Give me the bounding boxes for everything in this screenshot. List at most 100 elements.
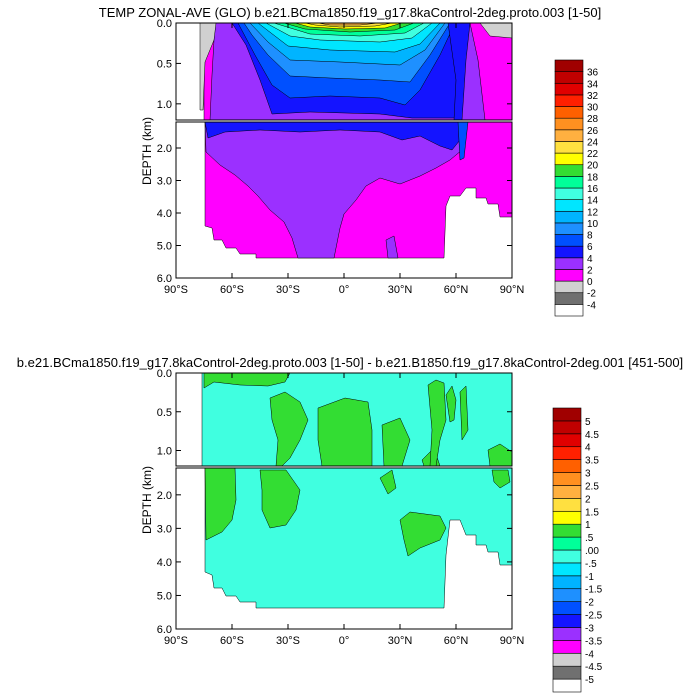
- colorbar-swatch: [552, 407, 582, 422]
- colorbar-label: 4: [587, 254, 593, 265]
- colorbar-swatch: [554, 187, 584, 200]
- colorbar-swatch: [552, 536, 582, 551]
- colorbar-label: -2: [585, 598, 594, 609]
- colorbar-label: 1.5: [585, 507, 599, 518]
- contour-region-0.5-1: [204, 468, 237, 541]
- colorbar-label: 8: [587, 231, 593, 242]
- colorbar-swatch: [554, 210, 584, 224]
- colorbar-swatch: [552, 549, 582, 564]
- colorbar-label: 32: [587, 91, 599, 102]
- colorbar-label: -3.5: [585, 636, 603, 647]
- contour-region-0.5-1: [379, 469, 397, 495]
- y-tick-label: 6.0: [157, 273, 172, 285]
- colorbar-label: -1: [585, 572, 594, 583]
- colorbar-swatch: [552, 472, 582, 486]
- colorbar-label: 16: [587, 184, 599, 195]
- x-tick-label: 90°N: [500, 635, 525, 647]
- x-tick-label: 30°N: [388, 284, 413, 296]
- deep-water-channel: [447, 23, 471, 120]
- colorbar-swatch: [554, 164, 584, 177]
- colorbar-label: -2.5: [585, 611, 603, 622]
- colorbar-swatch: [554, 280, 584, 294]
- chart-temperature-difference: b.e21.BCma1850.f19_g17.8kaControl-2deg.p…: [17, 355, 683, 693]
- colorbar-swatch: [554, 59, 584, 72]
- y-tick-label: 0.0: [157, 18, 172, 30]
- colorbar-swatch: [552, 575, 582, 590]
- colorbar-swatch: [554, 222, 584, 235]
- colorbar-swatch: [552, 678, 582, 693]
- contour-region-4-6: [457, 122, 469, 161]
- colorbar-label: -.5: [585, 559, 597, 570]
- y-tick-label: 4.0: [157, 557, 172, 569]
- chart-temperature: TEMP ZONAL-AVE (GLO) b.e21.BCma1850.f19_…: [99, 5, 601, 317]
- colorbar-swatch: [554, 304, 584, 317]
- contour-region-0.5-1: [203, 373, 291, 389]
- x-tick-label: 90°S: [164, 635, 188, 647]
- colorbar-label: -2: [587, 289, 596, 300]
- colorbar-label: 34: [587, 79, 599, 90]
- colorbar-label: 3.5: [585, 456, 599, 467]
- colorbar-swatch: [554, 71, 584, 84]
- colorbar-swatch: [552, 640, 582, 654]
- y-axis-label: DEPTH (km): [140, 466, 154, 534]
- colorbar-swatch: [554, 292, 584, 305]
- colorbar-label: 5: [585, 417, 591, 428]
- y-tick-label: 3.0: [157, 523, 172, 535]
- colorbar-swatch: [552, 446, 582, 460]
- colorbar-swatch: [554, 129, 584, 142]
- y-tick-label: 1.0: [157, 446, 172, 458]
- colorbar-label: .5: [585, 533, 594, 544]
- chart-title: b.e21.BCma1850.f19_g17.8kaControl-2deg.p…: [17, 355, 683, 370]
- colorbar-label: 24: [587, 137, 599, 148]
- contour-region-0.5-1: [381, 417, 411, 466]
- colorbar-swatch: [554, 269, 584, 282]
- colorbar-swatch: [554, 106, 584, 119]
- colorbar-label: 26: [587, 126, 599, 137]
- colorbar-label: 28: [587, 114, 599, 125]
- colorbar-label: 14: [587, 196, 599, 207]
- x-tick-label: 30°S: [276, 284, 300, 296]
- y-tick-label: 4.0: [157, 208, 172, 220]
- colorbar-label: -4: [585, 649, 594, 660]
- colorbar-swatch: [552, 652, 582, 667]
- contour-region-2-4: [385, 235, 399, 259]
- colorbar-label: 18: [587, 172, 599, 183]
- colorbar-swatch: [552, 498, 582, 512]
- colorbar-label: 4: [585, 443, 591, 454]
- upper-panel-fill: [176, 373, 512, 466]
- colorbar-swatch: [552, 665, 582, 680]
- colorbar-label: -5: [585, 675, 594, 686]
- y-tick-label: 5.0: [157, 241, 172, 253]
- contour-region-0-2: [479, 23, 512, 39]
- contour-region-4-6: [204, 122, 465, 151]
- colorbar-label: 3: [585, 469, 591, 480]
- x-tick-label: 30°S: [276, 635, 300, 647]
- x-tick-label: 60°S: [220, 635, 244, 647]
- contour-region-0.5-1: [487, 443, 512, 466]
- contour-region-0.5-1: [269, 391, 309, 466]
- x-tick-label: 90°S: [164, 284, 188, 296]
- contour-region-0-2: [199, 23, 223, 111]
- upper-panel-fill: [176, 23, 512, 120]
- contour-region-0.5-1: [317, 397, 373, 466]
- y-tick-label: 0.0: [157, 368, 172, 380]
- x-tick-label: 60°S: [220, 284, 244, 296]
- y-tick-label: 2.0: [157, 490, 172, 502]
- chart-title: TEMP ZONAL-AVE (GLO) b.e21.BCma1850.f19_…: [99, 5, 601, 20]
- colorbar-label: 2.5: [585, 481, 599, 492]
- colorbar-label: 12: [587, 207, 599, 218]
- colorbar-swatch: [554, 82, 584, 96]
- colorbar-label: -4.5: [585, 662, 603, 673]
- colorbar-swatch: [552, 523, 582, 538]
- colorbar-swatch: [554, 199, 584, 212]
- x-tick-label: 90°N: [500, 284, 525, 296]
- colorbar-label: -1.5: [585, 585, 603, 596]
- axes: 90°S 60°S 30°S 0° 30°N 60°N 90°N 0.0 0.5 1.0 2.0 3.…: [157, 368, 525, 647]
- colorbar-label: 22: [587, 149, 599, 160]
- colorbar-label: 2: [587, 265, 593, 276]
- y-tick-label: 0.5: [157, 407, 172, 419]
- contour-region-2-4: [204, 122, 466, 259]
- x-tick-label: 0°: [339, 635, 350, 647]
- colorbar-swatch: [554, 234, 584, 247]
